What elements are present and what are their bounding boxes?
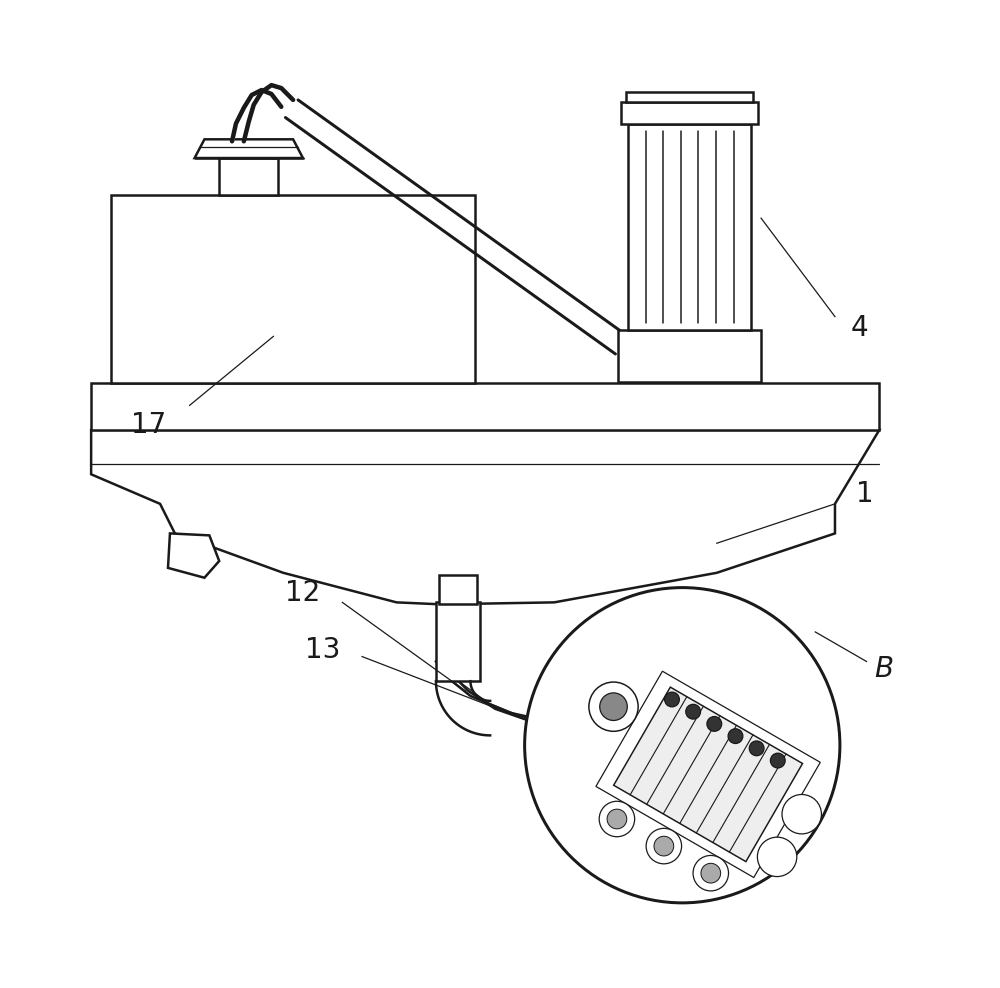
Circle shape <box>749 741 764 756</box>
Bar <box>618 330 761 381</box>
Polygon shape <box>168 534 219 578</box>
Text: B: B <box>875 655 894 684</box>
Circle shape <box>782 794 821 834</box>
Circle shape <box>693 856 729 891</box>
Bar <box>111 196 475 382</box>
Text: 4: 4 <box>851 314 868 343</box>
Bar <box>621 102 758 124</box>
Circle shape <box>707 716 722 731</box>
Polygon shape <box>614 687 803 862</box>
Text: 17: 17 <box>131 411 166 439</box>
Bar <box>628 124 751 330</box>
Bar <box>436 603 480 681</box>
Circle shape <box>607 809 627 829</box>
Circle shape <box>654 836 674 856</box>
Text: 1: 1 <box>856 480 873 508</box>
Text: 12: 12 <box>285 579 321 607</box>
Bar <box>91 382 879 430</box>
Bar <box>626 92 753 102</box>
Bar <box>219 158 278 196</box>
Circle shape <box>757 837 797 876</box>
Circle shape <box>599 801 635 837</box>
Circle shape <box>646 828 682 864</box>
Text: 13: 13 <box>305 635 340 664</box>
Polygon shape <box>91 430 879 605</box>
Bar <box>439 575 477 605</box>
Circle shape <box>600 693 627 720</box>
Circle shape <box>525 588 840 903</box>
Circle shape <box>589 682 638 731</box>
Circle shape <box>665 692 679 706</box>
Circle shape <box>686 704 701 719</box>
Circle shape <box>728 729 743 744</box>
Polygon shape <box>195 139 303 158</box>
Circle shape <box>701 864 721 883</box>
Circle shape <box>770 753 785 768</box>
